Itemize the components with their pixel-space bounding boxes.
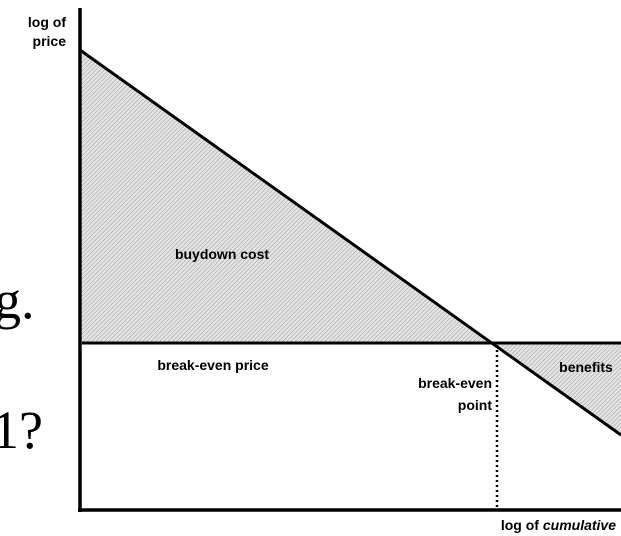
- experience-curve: [79, 48, 621, 437]
- y-axis-label: log of: [28, 14, 66, 30]
- region-label: buydown cost: [175, 246, 269, 262]
- region-label: benefits: [559, 359, 613, 375]
- x-axis-label-italic: cumulative: [543, 517, 616, 533]
- x-axis-label: log of cumulative: [501, 517, 616, 533]
- point-label: break-even: [418, 375, 492, 391]
- x-axis-label-prefix: log of: [501, 517, 539, 533]
- point-label: point: [458, 397, 493, 413]
- line-label: break-even price: [157, 357, 268, 373]
- y-axis-label: price: [33, 33, 67, 49]
- fragment: g.: [0, 270, 35, 330]
- fragment: 1?: [0, 400, 43, 460]
